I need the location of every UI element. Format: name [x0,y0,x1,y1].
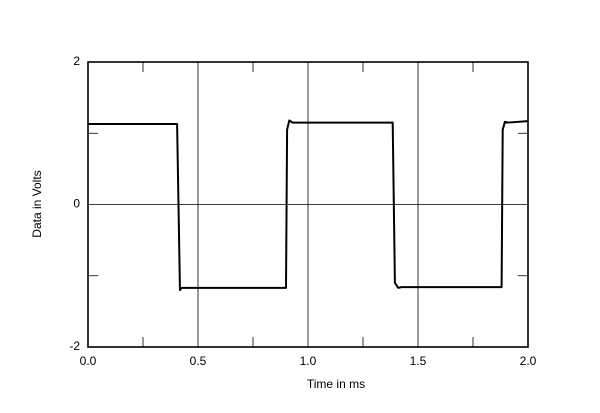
x-tick-label: 1.5 [410,354,427,368]
x-tick-label: 2.0 [520,354,537,368]
x-tick-label: 1.0 [300,354,317,368]
data-line [88,119,529,291]
x-tick-label: 0.0 [80,354,97,368]
x-tick-label: 0.5 [190,354,207,368]
plot-frame [87,61,529,348]
y-tick-label: 2 [73,54,80,68]
y-axis-label: Data in Volts [30,170,44,237]
y-tick-label: 0 [73,197,80,211]
x-axis-label: Time in ms [307,377,365,391]
y-tick-label: -2 [69,339,80,353]
